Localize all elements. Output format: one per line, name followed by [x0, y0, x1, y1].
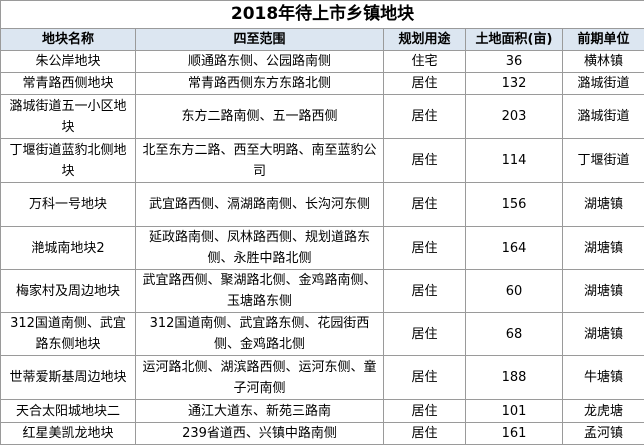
cell: 居住	[383, 355, 466, 400]
cell: 龙虎塘	[561, 399, 644, 423]
data-row: 世蒂爱斯基周边地块 运河路北侧、湖滨路西侧、运河东侧、童子河南侧 居住 188 牛塘镇	[0, 355, 644, 400]
cell: 60	[465, 269, 563, 313]
cell: 湖塘镇	[561, 269, 644, 313]
table-title: 2018年待上市乡镇地块	[0, 0, 644, 29]
cell: 万科一号地块	[0, 182, 136, 227]
data-row: 朱公岸地块 顺通路东侧、公园路南侧 住宅 36 横林镇	[0, 50, 644, 73]
data-row: 滟城南地块2 延政路南侧、凤林路西侧、规划道路东侧、永胜中路北侧 居住 164 湖塘镇	[0, 226, 644, 270]
title-row: 2018年待上市乡镇地块	[0, 0, 644, 29]
cell: 延政路南侧、凤林路西侧、规划道路东侧、永胜中路北侧	[135, 226, 384, 270]
cell: 北至东方二路、西至大明路、南至蓝豹公司	[135, 138, 384, 183]
data-row: 天合太阳城地块二 通江大道东、新苑三路南 居住 101 龙虎塘	[0, 399, 644, 423]
cell: 312国道南侧、武宜路东侧地块	[0, 312, 136, 356]
cell: 顺通路东侧、公园路南侧	[135, 50, 384, 73]
cell: 居住	[383, 422, 466, 445]
cell: 武宜路西侧、滆湖路南侧、长沟河东侧	[135, 182, 384, 227]
header-cell: 土地面积(亩)	[465, 28, 563, 51]
cell: 天合太阳城地块二	[0, 399, 136, 423]
data-row: 万科一号地块 武宜路西侧、滆湖路南侧、长沟河东侧 居住 156 湖塘镇	[0, 182, 644, 227]
cell: 居住	[383, 399, 466, 423]
cell: 36	[465, 50, 563, 73]
header-cell: 地块名称	[0, 28, 136, 51]
cell: 101	[465, 399, 563, 423]
cell: 居住	[383, 226, 466, 270]
cell: 孟河镇	[561, 422, 644, 445]
cell: 东方二路南侧、五一路西侧	[135, 94, 384, 139]
cell: 横林镇	[561, 50, 644, 73]
cell: 居住	[383, 138, 466, 183]
cell: 常青路西侧东方东路北侧	[135, 72, 384, 95]
data-row: 红星美凯龙地块 239省道西、兴镇中路南侧 居住 161 孟河镇	[0, 422, 644, 445]
cell: 156	[465, 182, 563, 227]
cell: 梅家村及周边地块	[0, 269, 136, 313]
cell: 312国道南侧、武宜路东侧、花园街西侧、金鸡路北侧	[135, 312, 384, 356]
cell: 161	[465, 422, 563, 445]
cell: 湖塘镇	[561, 226, 644, 270]
cell: 164	[465, 226, 563, 270]
header-cell: 规划用途	[383, 28, 466, 51]
header-row: 地块名称 四至范围 规划用途 土地面积(亩) 前期单位	[0, 28, 644, 51]
cell: 通江大道东、新苑三路南	[135, 399, 384, 423]
cell: 239省道西、兴镇中路南侧	[135, 422, 384, 445]
cell: 世蒂爱斯基周边地块	[0, 355, 136, 400]
cell: 武宜路西侧、聚湖路北侧、金鸡路南侧、玉塘路东侧	[135, 269, 384, 313]
data-row: 丁堰街道蓝豹北侧地块 北至东方二路、西至大明路、南至蓝豹公司 居住 114 丁堰街道	[0, 138, 644, 183]
cell: 114	[465, 138, 563, 183]
data-row: 潞城街道五一小区地块 东方二路南侧、五一路西侧 居住 203 潞城街道	[0, 94, 644, 139]
data-row: 312国道南侧、武宜路东侧地块 312国道南侧、武宜路东侧、花园街西侧、金鸡路北侧…	[0, 312, 644, 356]
cell: 居住	[383, 182, 466, 227]
cell: 滟城南地块2	[0, 226, 136, 270]
cell: 居住	[383, 72, 466, 95]
cell: 湖塘镇	[561, 312, 644, 356]
cell: 132	[465, 72, 563, 95]
cell: 潞城街道	[561, 72, 644, 95]
header-cell: 四至范围	[135, 28, 384, 51]
header-cell: 前期单位	[561, 28, 644, 51]
cell: 居住	[383, 94, 466, 139]
data-row: 常青路西侧地块 常青路西侧东方东路北侧 居住 132 潞城街道	[0, 72, 644, 95]
cell: 188	[465, 355, 563, 400]
cell: 潞城街道五一小区地块	[0, 94, 136, 139]
cell: 68	[465, 312, 563, 356]
cell: 住宅	[383, 50, 466, 73]
cell: 丁堰街道蓝豹北侧地块	[0, 138, 136, 183]
cell: 朱公岸地块	[0, 50, 136, 73]
cell: 203	[465, 94, 563, 139]
cell: 红星美凯龙地块	[0, 422, 136, 445]
cell: 居住	[383, 269, 466, 313]
cell: 牛塘镇	[561, 355, 644, 400]
cell: 丁堰街道	[561, 138, 644, 183]
data-row: 梅家村及周边地块 武宜路西侧、聚湖路北侧、金鸡路南侧、玉塘路东侧 居住 60 湖塘镇	[0, 269, 644, 313]
cell: 运河路北侧、湖滨路西侧、运河东侧、童子河南侧	[135, 355, 384, 400]
cell: 常青路西侧地块	[0, 72, 136, 95]
cell: 湖塘镇	[561, 182, 644, 227]
cell: 居住	[383, 312, 466, 356]
cell: 潞城街道	[561, 94, 644, 139]
